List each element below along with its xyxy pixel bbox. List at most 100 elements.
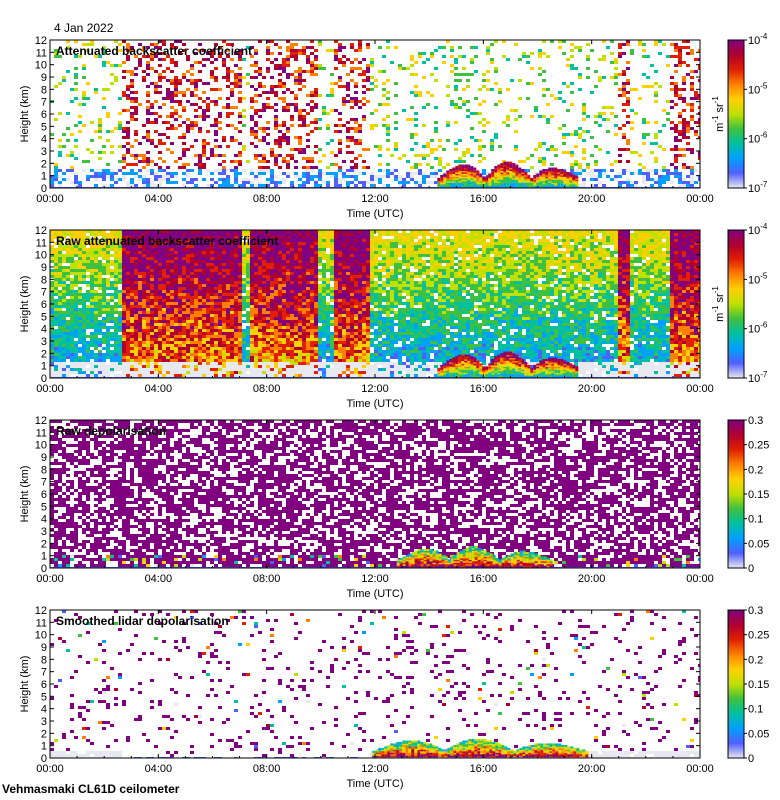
noise-cell [158,341,162,344]
noise-cell [626,61,630,64]
noise-cell [186,127,190,130]
noise-cell [430,94,434,97]
noise-cell [146,368,150,371]
noise-cell [98,245,102,248]
noise-cell [122,284,126,287]
noise-cell [170,326,174,329]
noise-cell [458,97,462,100]
cloud-cell [503,167,507,170]
noise-cell [670,100,674,103]
noise-cell [98,118,102,121]
noise-cell [102,296,106,299]
noise-cell [170,175,174,178]
noise-cell [342,100,346,103]
noise-cell [118,245,122,248]
cloud-cell [443,179,447,182]
noise-cell [350,43,354,46]
noise-cell [134,281,138,284]
noise-cell [186,55,190,58]
noise-cell [178,260,182,263]
noise-cell [122,248,126,251]
noise-cell [202,290,206,293]
cloud-cell [542,180,546,183]
noise-cell [266,40,270,43]
noise-cell [398,181,402,184]
noise-cell [94,130,98,133]
noise-cell [198,302,202,305]
noise-cell [98,332,102,335]
noise-cell [270,151,274,154]
cloud-cell [473,173,477,176]
noise-cell [70,230,74,233]
noise-cell [178,266,182,269]
noise-cell [154,269,158,272]
noise-cell [50,272,54,275]
noise-cell [198,230,202,233]
noise-cell [74,184,78,187]
noise-cell [150,311,154,314]
noise-cell [258,85,262,88]
noise-cell [202,58,206,61]
noise-cell [206,284,210,287]
noise-cell [158,85,162,88]
noise-cell [82,266,86,269]
noise-cell [338,142,342,145]
cloud-cell [545,180,549,183]
noise-cell [478,112,482,115]
cloud-cell [560,171,564,174]
noise-cell [50,133,54,136]
cloud-cell [572,174,576,177]
noise-cell [270,178,274,181]
noise-cell [126,290,130,293]
noise-cell [622,133,626,136]
noise-cell [418,55,422,58]
noise-cell [294,148,298,151]
cloud-cell [497,185,501,188]
noise-cell [146,329,150,332]
noise-cell [194,178,198,181]
noise-cell [90,284,94,287]
noise-cell [114,317,118,320]
noise-cell [186,266,190,269]
noise-cell [174,160,178,163]
noise-cell [150,142,154,145]
noise-cell [674,169,678,172]
cloud-cell [503,179,507,182]
noise-cell [138,64,142,67]
noise-cell [162,76,166,79]
noise-cell [178,296,182,299]
noise-cell [202,109,206,112]
noise-cell [190,320,194,323]
noise-cell [278,85,282,88]
noise-cell [74,365,78,368]
noise-cell [74,73,78,76]
noise-cell [74,157,78,160]
noise-cell [126,356,130,359]
noise-cell [434,49,438,52]
noise-cell [650,178,654,181]
noise-cell [178,263,182,266]
noise-cell [114,79,118,82]
cloud-cell [521,174,525,177]
noise-cell [102,269,106,272]
noise-cell [150,365,154,368]
noise-cell [270,52,274,55]
noise-cell [206,362,210,365]
noise-cell [490,142,494,145]
noise-cell [62,371,66,374]
noise-cell [70,308,74,311]
noise-cell [202,242,206,245]
noise-cell [382,118,386,121]
noise-cell [290,154,294,157]
noise-cell [590,154,594,157]
noise-cell [166,353,170,356]
noise-cell [78,239,82,242]
noise-cell [66,323,70,326]
noise-cell [338,112,342,115]
noise-cell [198,61,202,64]
noise-cell [346,73,350,76]
noise-cell [106,184,110,187]
noise-cell [286,130,290,133]
noise-cell [266,52,270,55]
noise-cell [358,130,362,133]
